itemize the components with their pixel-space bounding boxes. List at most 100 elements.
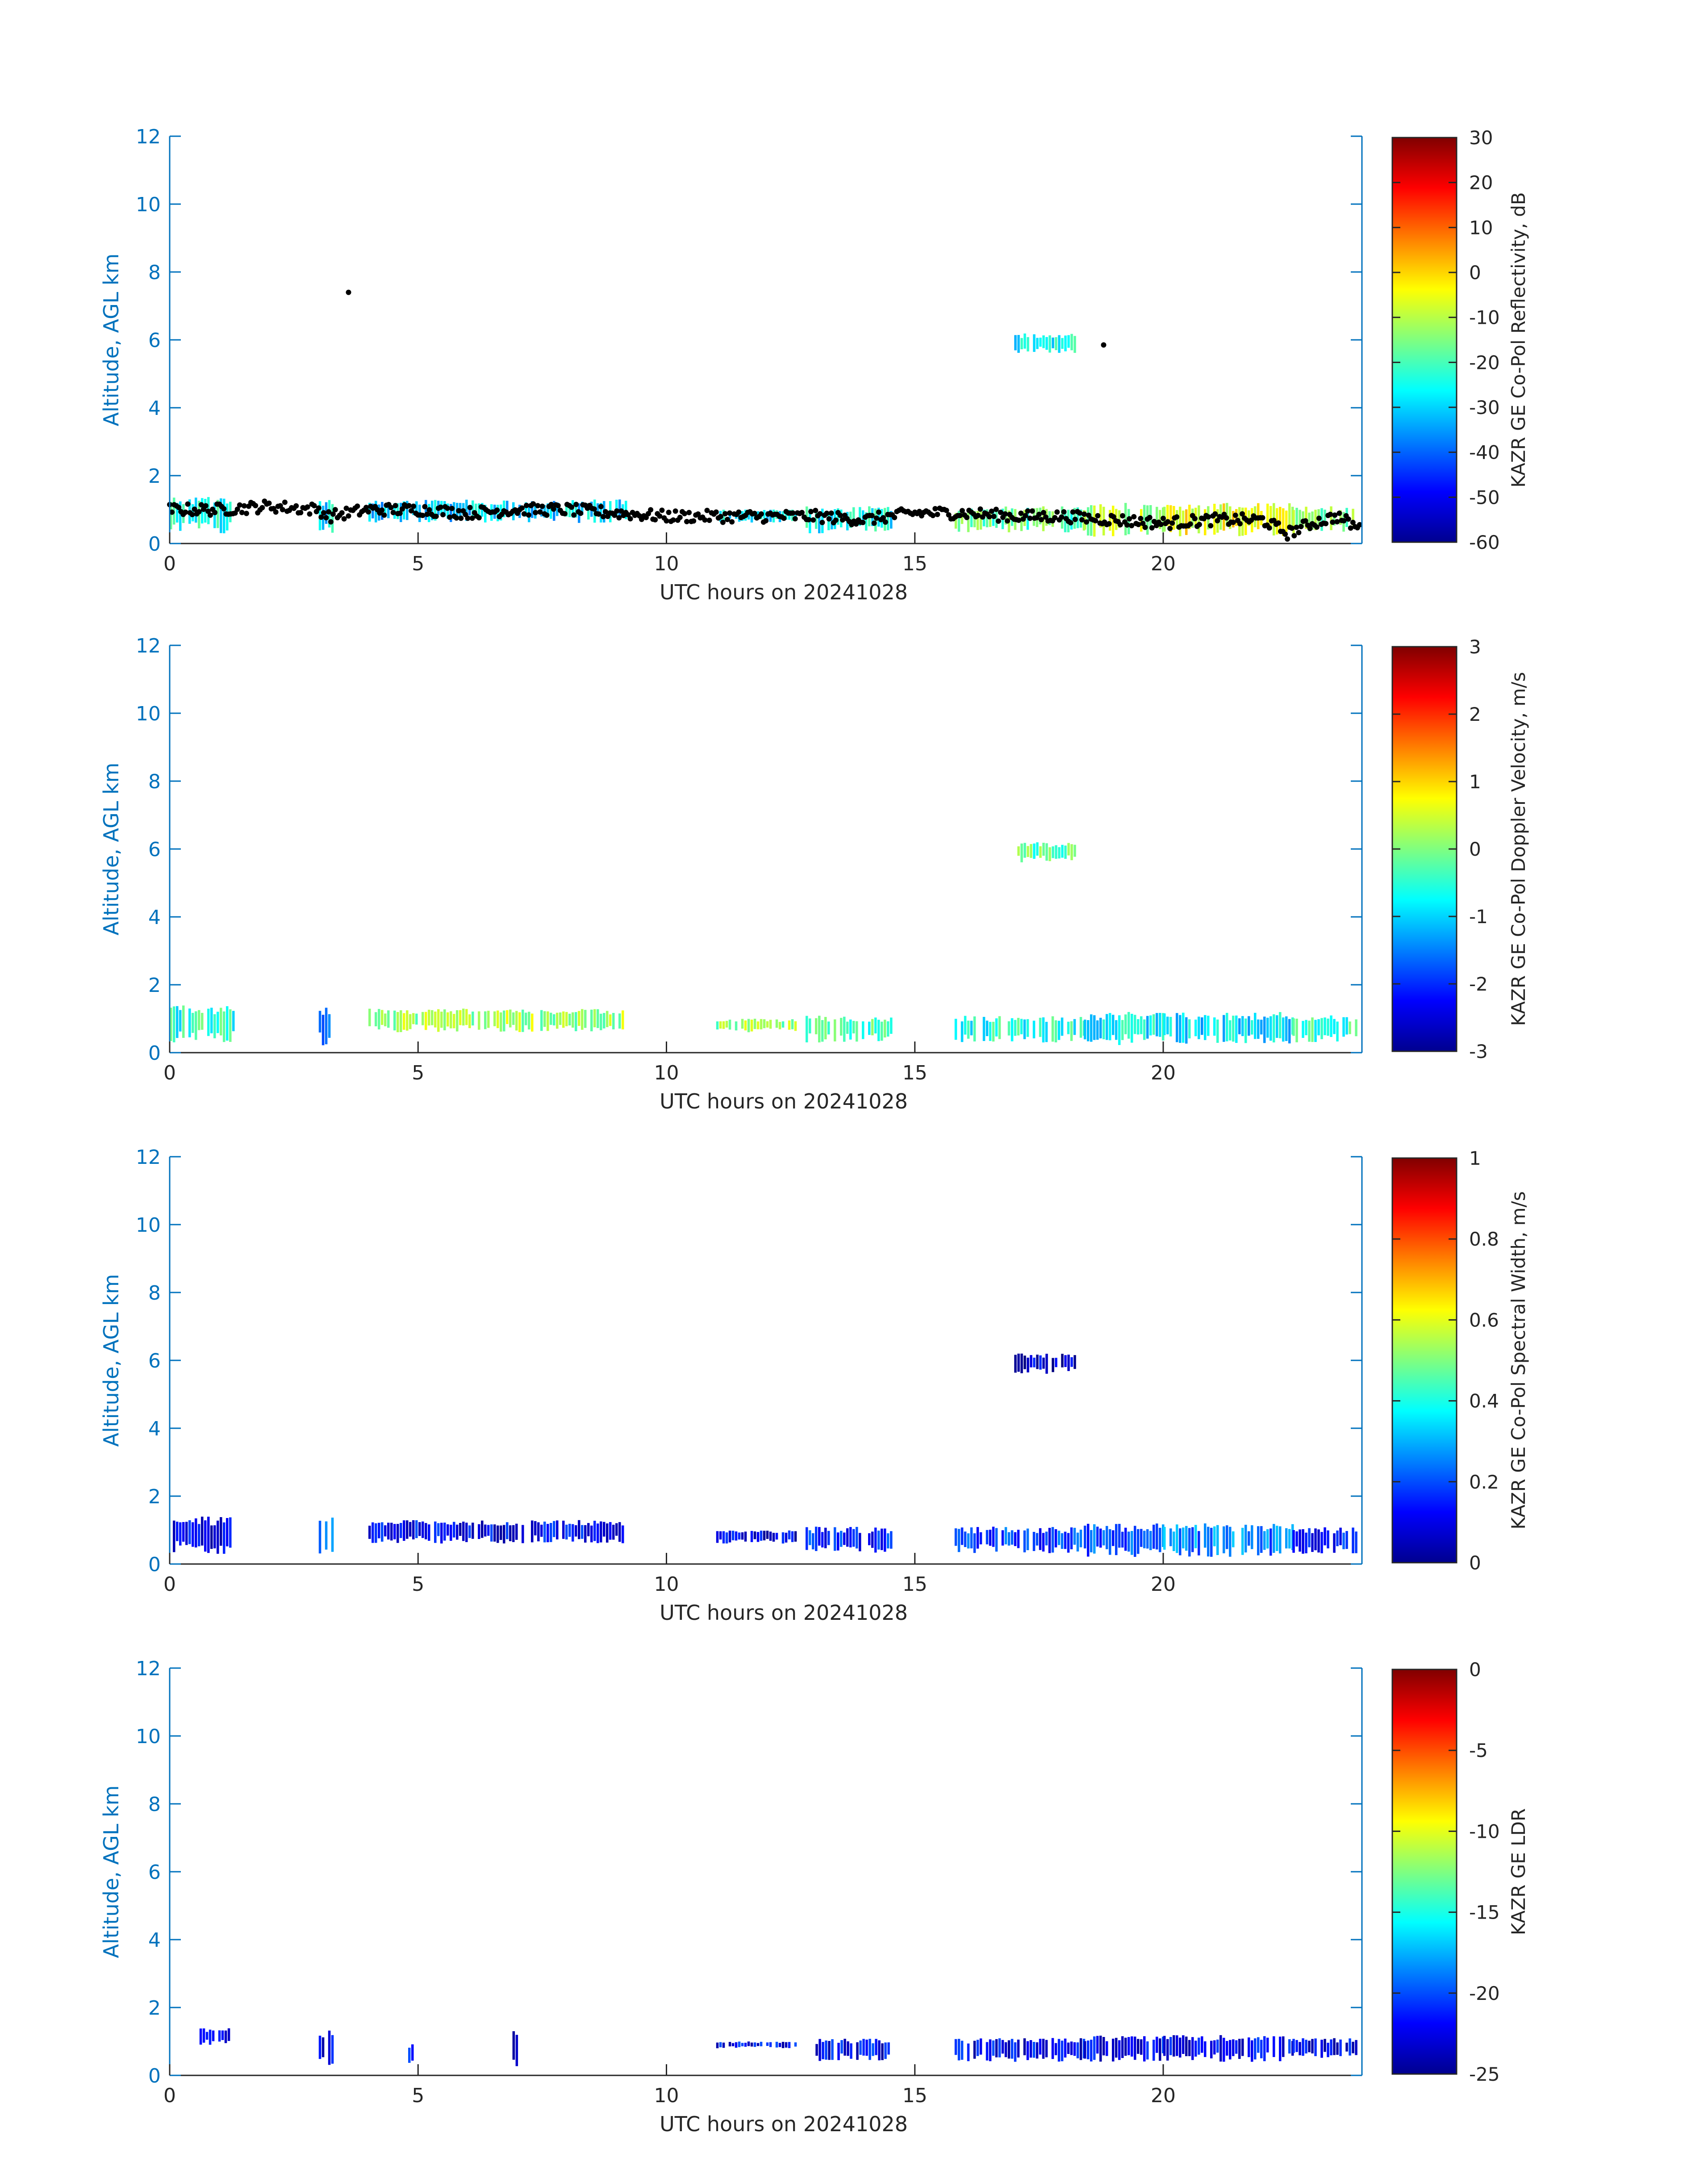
cloud-streak: [815, 1527, 818, 1551]
cloud-base-point: [1232, 512, 1238, 518]
colorbar-label: KAZR GE Co-Pol Reflectivity, dB: [1508, 192, 1529, 487]
cloud-streak: [738, 1532, 741, 1540]
cloud-streak: [468, 505, 471, 515]
cloud-streak: [1102, 1019, 1105, 1039]
cloud-base-point: [1131, 514, 1137, 519]
cloud-base-point: [1298, 524, 1304, 529]
cloud-streak: [1311, 1017, 1314, 1042]
cloud-streak: [1073, 2042, 1076, 2056]
cloud-streak: [512, 2031, 515, 2060]
cloud-streak: [506, 501, 509, 517]
cloud-streak: [875, 2039, 877, 2055]
cloud-streak: [1118, 1015, 1121, 1045]
cloud-streak: [618, 1522, 621, 1542]
cloud-streak: [387, 1522, 390, 1540]
colorbar-tick-label: -40: [1469, 442, 1500, 464]
cloud-streak: [497, 505, 499, 522]
cloud-streak: [325, 1521, 328, 1550]
colorbar-tick-label: 0.2: [1469, 1471, 1499, 1493]
cloud-streak: [719, 2042, 722, 2048]
cloud-streak: [785, 2042, 788, 2048]
cloud-streak: [1263, 1016, 1266, 1043]
cloud-streak: [1352, 2041, 1354, 2054]
cloud-streak: [1070, 2041, 1073, 2055]
cloud-streak: [612, 1525, 615, 1540]
cloud-streak: [1213, 1017, 1216, 1036]
cloud-streak: [741, 1532, 744, 1540]
cloud-streak: [722, 1021, 725, 1029]
cloud-base-point: [343, 506, 349, 511]
cloud-streak: [1004, 2042, 1007, 2058]
cloud-streak: [1084, 1526, 1086, 1549]
cloud-streak: [1317, 1529, 1320, 1553]
cloud-streak: [766, 1021, 769, 1028]
cloud-streak: [218, 2030, 221, 2042]
cloud-streak: [1045, 337, 1048, 350]
cloud-streak: [772, 1533, 775, 1542]
cloud-streak: [960, 1527, 964, 1545]
x-tick-label: 20: [1151, 2084, 1176, 2107]
cloud-base-point: [1061, 509, 1067, 515]
cloud-streak: [188, 1008, 191, 1037]
cloud-streak: [967, 510, 970, 532]
cloud-streak: [1279, 1526, 1282, 1554]
cloud-base-point: [682, 511, 687, 516]
cloud-streak: [1216, 2039, 1219, 2053]
cloud-streak: [818, 1016, 821, 1043]
colorbar-tick-label: 1: [1469, 771, 1481, 793]
cloud-streak: [844, 2039, 846, 2056]
cloud-base-point: [627, 516, 633, 522]
cloud-streak: [615, 499, 618, 516]
cloud-base-point: [1072, 517, 1078, 522]
cloud-streak: [856, 1527, 858, 1549]
cloud-streak: [578, 1520, 580, 1539]
cloud-streak: [1226, 1012, 1228, 1041]
y-axis-label: Altitude, AGL km: [99, 253, 123, 426]
cloud-streak: [1182, 510, 1185, 527]
cloud-streak: [465, 499, 468, 521]
cloud-streak: [497, 1010, 499, 1029]
cloud-streak: [553, 1014, 555, 1025]
cloud-streak: [791, 1019, 794, 1029]
cloud-streak: [522, 1009, 524, 1032]
cloud-streak: [229, 1517, 232, 1548]
y-tick-label: 4: [148, 397, 161, 420]
cloud-streak: [1194, 1525, 1197, 1548]
cloud-streak: [881, 1021, 883, 1041]
cloud-base-point: [346, 289, 351, 295]
cloud-streak: [995, 1018, 998, 1037]
cloud-streak: [1023, 2038, 1026, 2055]
cloud-base-point: [311, 503, 317, 509]
cloud-base-point: [1285, 536, 1290, 542]
x-tick-label: 0: [163, 552, 176, 575]
cloud-streak: [1342, 1532, 1345, 1549]
cloud-base-point: [535, 503, 541, 509]
cloud-streak: [465, 1009, 468, 1025]
cloud-streak: [447, 1012, 449, 1027]
cloud-streak: [1045, 1531, 1048, 1546]
cloud-streak: [1146, 1529, 1149, 1549]
cloud-base-point: [323, 515, 329, 521]
cloud-streak: [884, 1528, 886, 1552]
cloud-base-point: [1294, 524, 1299, 530]
cloud-streak: [553, 1521, 555, 1537]
cloud-base-point: [533, 510, 539, 515]
cloud-streak: [220, 1008, 222, 1036]
cloud-base-point: [185, 501, 191, 507]
cloud-streak: [763, 1531, 766, 1540]
cloud-base-point: [307, 511, 313, 517]
cloud-streak: [1090, 1530, 1093, 1552]
cloud-streak: [1176, 2035, 1178, 2056]
cloud-region: [1084, 2036, 1165, 2062]
cloud-streak: [827, 1531, 830, 1545]
cloud-streak: [1188, 505, 1191, 529]
cloud-base-point: [445, 506, 450, 511]
cloud-region: [1163, 2035, 1294, 2062]
cloud-streak: [1213, 1526, 1216, 1547]
cloud-base-point: [817, 511, 823, 517]
cloud-base-point: [548, 502, 554, 507]
cloud-streak: [1339, 1527, 1342, 1545]
cloud-streak: [1115, 2037, 1118, 2058]
cloud-streak: [1244, 1018, 1247, 1043]
